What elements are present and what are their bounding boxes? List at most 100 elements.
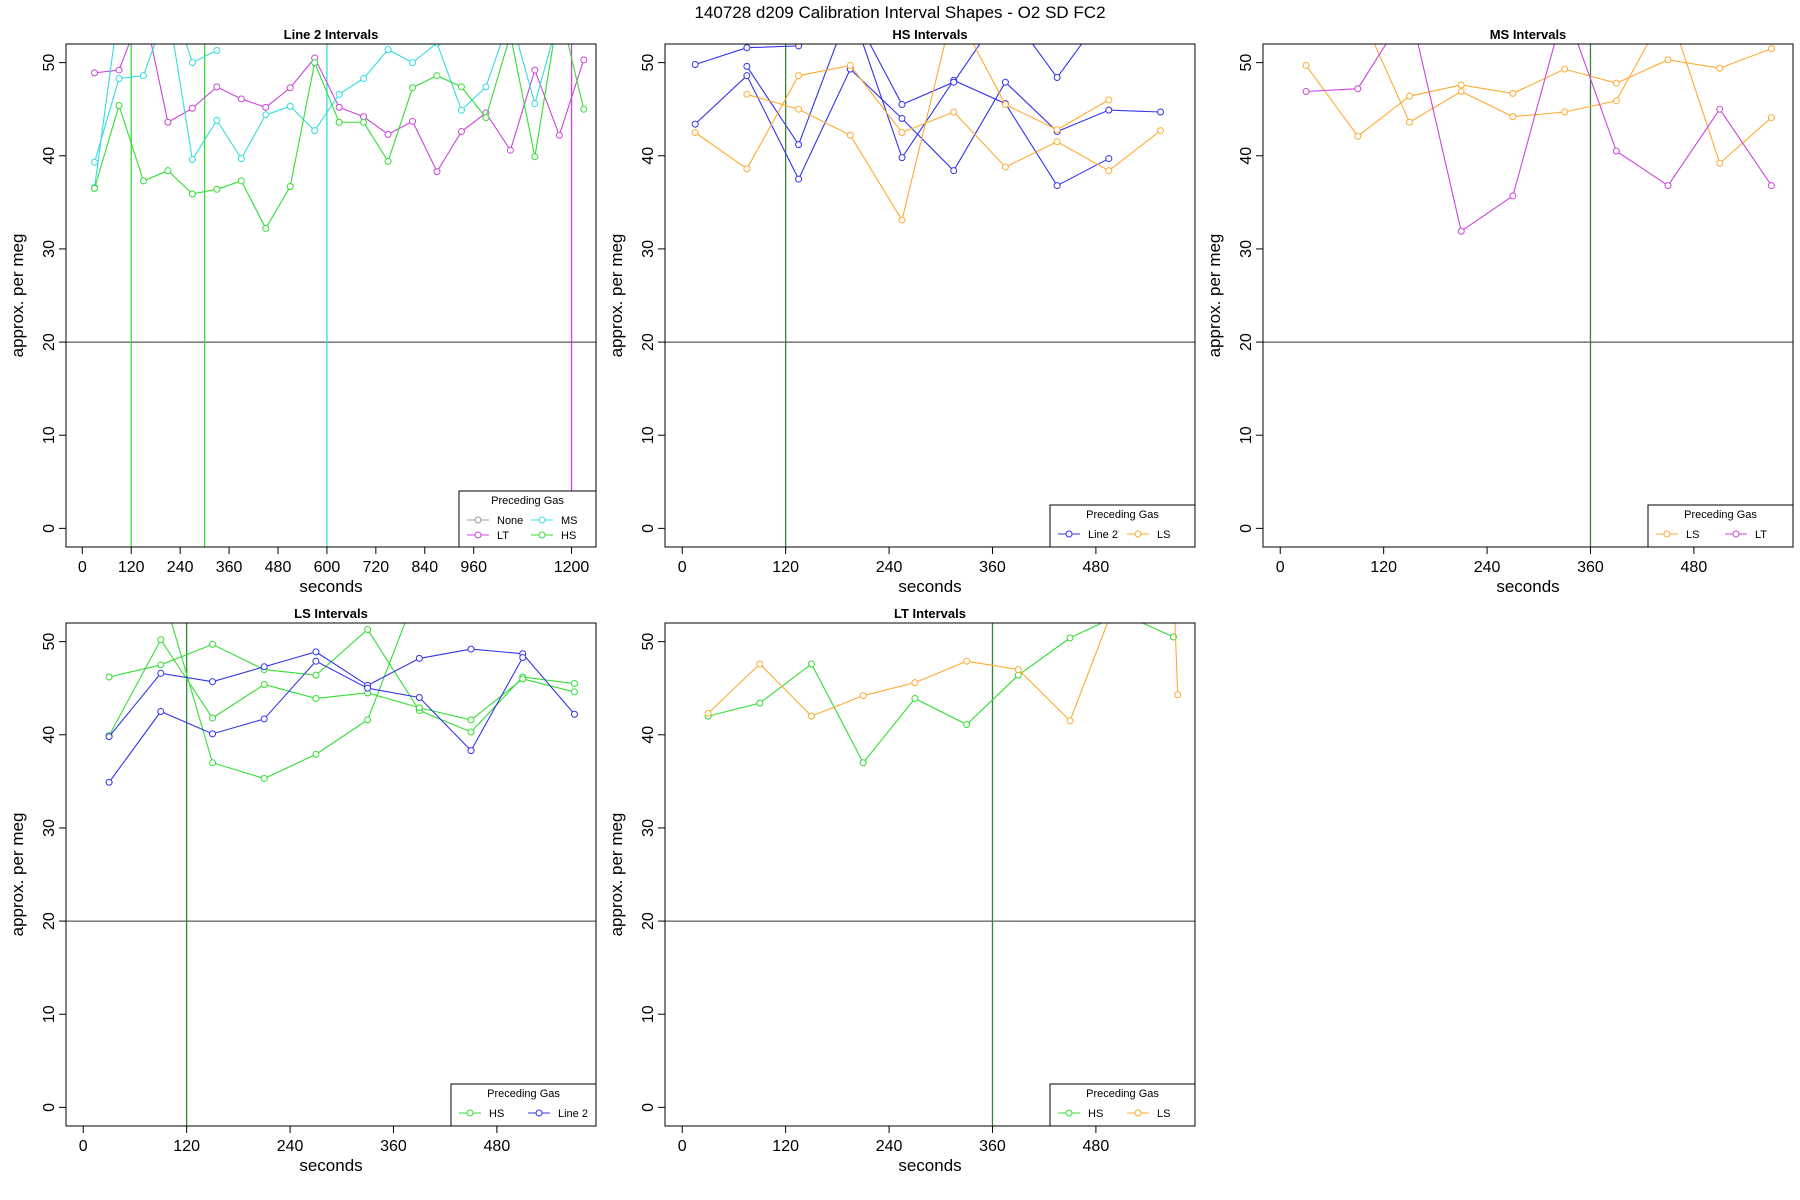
data-point <box>91 69 99 77</box>
data-point <box>1509 89 1517 97</box>
series-line <box>746 44 1083 146</box>
data-point <box>1509 113 1517 121</box>
x-tick-label: 0 <box>79 1138 88 1155</box>
x-axis-label: seconds <box>299 577 362 596</box>
data-point <box>1001 101 1009 109</box>
data-point <box>1562 4 1568 10</box>
data-point <box>157 707 165 715</box>
data-point <box>846 131 854 139</box>
x-tick-label: 480 <box>484 1138 511 1155</box>
data-point <box>260 715 268 723</box>
y-tick-label: 0 <box>1238 524 1255 533</box>
chart-panel: HS Intervals 0 120 240 360 480 0 10 20 30 40 50 seco… <box>607 27 1196 596</box>
legend-label: Line 2 <box>558 1108 588 1120</box>
x-tick-label: 840 <box>411 559 438 576</box>
data-point <box>704 709 712 717</box>
data-point <box>106 583 112 589</box>
series-line <box>746 44 1110 222</box>
data-point <box>1001 78 1009 86</box>
data-point <box>1612 79 1620 87</box>
data-point <box>531 153 539 161</box>
y-tick-label: 40 <box>41 726 58 744</box>
x-tick-label: 960 <box>460 559 487 576</box>
data-point <box>157 661 165 669</box>
data-point <box>898 115 906 123</box>
chart-panel: MS Intervals 0 120 240 360 480 0 10 20 30 40 50 seco… <box>1205 4 1794 596</box>
y-tick-label: 0 <box>41 524 58 533</box>
data-point <box>115 74 123 82</box>
x-tick-label: 240 <box>1474 559 1501 576</box>
data-point <box>457 128 465 136</box>
x-tick-label: 360 <box>216 559 243 576</box>
data-point <box>1612 97 1620 105</box>
x-tick-label: 240 <box>876 1138 903 1155</box>
x-tick-label: 360 <box>1577 559 1604 576</box>
y-axis-label: approx. per meg <box>1205 234 1224 358</box>
x-tick-label: 720 <box>362 559 389 576</box>
y-tick-label: 50 <box>640 633 657 651</box>
data-point <box>384 46 392 54</box>
data-point <box>1665 4 1671 10</box>
data-point <box>1157 127 1165 135</box>
data-point <box>1001 163 1009 171</box>
data-point <box>467 716 475 724</box>
legend-label: Line 2 <box>1088 529 1118 541</box>
data-point <box>364 684 372 692</box>
series-line <box>694 64 1161 172</box>
legend-marker <box>535 1109 543 1117</box>
data-point <box>898 128 906 136</box>
y-axis-label: approx. per meg <box>607 813 626 937</box>
data-point <box>1457 88 1465 96</box>
data-point <box>795 72 803 80</box>
data-point <box>1767 45 1775 53</box>
data-point <box>1406 118 1414 126</box>
y-tick-label: 40 <box>1238 147 1255 165</box>
data-point <box>1105 155 1113 163</box>
legend-label: LT <box>497 530 509 542</box>
data-point <box>335 118 343 126</box>
data-point <box>1066 717 1074 725</box>
data-point <box>311 59 319 67</box>
y-tick-label: 30 <box>1238 240 1255 258</box>
legend-marker <box>466 1109 474 1117</box>
data-point <box>139 177 147 185</box>
data-point <box>260 775 268 783</box>
x-tick-label: 360 <box>380 1138 407 1155</box>
legend-label: HS <box>1088 1108 1103 1120</box>
data-point <box>846 61 854 69</box>
legend-title: Preceding Gas <box>487 1088 560 1100</box>
panel-title: HS Intervals <box>892 27 967 42</box>
legend-box <box>1049 504 1196 548</box>
data-point <box>1612 147 1620 155</box>
data-point <box>409 59 417 67</box>
data-point <box>1716 105 1724 113</box>
data-point <box>1561 65 1569 73</box>
y-tick-label: 10 <box>41 426 58 444</box>
x-tick-label: 360 <box>979 1138 1006 1155</box>
data-point <box>950 78 958 86</box>
data-point <box>911 679 919 687</box>
panel-title: MS Intervals <box>1490 27 1567 42</box>
plot-area <box>665 44 1195 547</box>
data-point <box>859 692 867 700</box>
y-tick-label: 10 <box>1238 426 1255 444</box>
legend: Preceding Gas HS LS <box>1049 1083 1196 1127</box>
data-point <box>519 675 527 683</box>
x-tick-label: 120 <box>1370 559 1397 576</box>
data-point <box>581 4 587 10</box>
plot-area <box>66 583 596 1126</box>
series-line <box>1305 48 1772 137</box>
legend-marker <box>1065 1109 1073 1117</box>
series-line <box>694 68 1161 181</box>
data-point <box>482 114 490 122</box>
data-point <box>808 712 816 720</box>
data-point <box>1105 106 1113 114</box>
legend-title: Preceding Gas <box>491 495 564 507</box>
y-tick-label: 30 <box>640 240 657 258</box>
legend-marker <box>474 531 482 539</box>
data-point <box>950 167 958 175</box>
y-tick-label: 30 <box>41 819 58 837</box>
data-point <box>506 146 514 154</box>
data-point <box>531 66 539 74</box>
